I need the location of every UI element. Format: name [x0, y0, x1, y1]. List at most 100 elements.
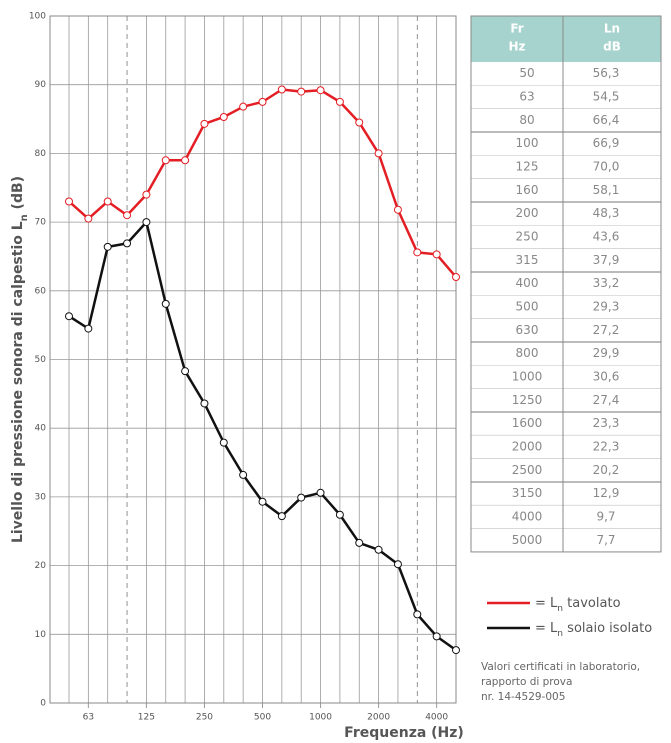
- table-header: Hz: [508, 40, 525, 54]
- point: [142, 218, 151, 227]
- point: [65, 197, 73, 206]
- table-cell: 37,9: [593, 253, 620, 267]
- x-axis-label: Frequenza (Hz): [344, 725, 464, 741]
- table-cell: 27,4: [593, 393, 620, 407]
- point: [355, 118, 364, 127]
- point: [355, 538, 364, 547]
- table-cell: 66,4: [593, 113, 620, 127]
- table-cell: 160: [516, 183, 539, 197]
- table-cell: 2500: [512, 463, 543, 477]
- table-cell: 80: [519, 113, 534, 127]
- point: [393, 205, 402, 214]
- x-tick-label: 4000: [425, 713, 448, 723]
- table-cell: 4000: [512, 509, 543, 523]
- table-cell: 50: [519, 66, 534, 80]
- note: nr. 14-4529-005: [481, 691, 565, 703]
- point: [142, 190, 151, 199]
- table-cell: 500: [516, 299, 539, 313]
- table-header: Ln: [604, 22, 620, 36]
- table-cell: 1600: [512, 416, 543, 430]
- point: [200, 399, 209, 408]
- note: rapporto di prova: [481, 676, 572, 688]
- x-tick-label: 1000: [309, 713, 332, 723]
- table-cell: 2000: [512, 439, 543, 453]
- point: [316, 488, 325, 497]
- point: [219, 438, 228, 447]
- point: [219, 112, 228, 121]
- point: [335, 510, 344, 519]
- point: [84, 214, 93, 223]
- table-cell: 3150: [512, 486, 543, 500]
- x-tick-label: 125: [138, 713, 155, 723]
- table-cell: 63: [519, 89, 534, 103]
- point: [123, 211, 132, 220]
- point: [123, 239, 132, 248]
- y-tick-label: 30: [35, 492, 47, 502]
- point: [297, 87, 306, 96]
- table-cell: 12,9: [593, 486, 620, 500]
- y-tick-label: 10: [35, 630, 47, 640]
- table-cell: 125: [516, 159, 539, 173]
- point: [84, 324, 93, 333]
- table-cell: 5000: [512, 533, 543, 547]
- point: [65, 312, 73, 321]
- table-cell: 100: [516, 136, 539, 150]
- point: [103, 197, 112, 206]
- table-header-bg: [471, 16, 661, 62]
- table-header: Fr: [510, 22, 523, 36]
- point: [297, 493, 306, 502]
- y-tick-label: 50: [35, 355, 47, 365]
- table-cell: 54,5: [593, 89, 620, 103]
- y-tick-label: 40: [35, 424, 47, 434]
- point: [258, 497, 267, 506]
- table-cell: 250: [516, 229, 539, 243]
- table-cell: 1250: [512, 393, 543, 407]
- point: [181, 367, 190, 376]
- point: [316, 86, 325, 95]
- point: [335, 97, 344, 106]
- table-cell: 43,6: [593, 229, 620, 243]
- y-tick-label: 70: [35, 218, 47, 228]
- point: [258, 97, 267, 106]
- x-tick-label: 500: [254, 713, 271, 723]
- legend-label: = Ln solaio isolato: [535, 621, 652, 639]
- point: [161, 156, 170, 165]
- point: [103, 242, 112, 251]
- table-cell: 58,1: [593, 183, 620, 197]
- point: [277, 512, 286, 521]
- table-cell: 800: [516, 346, 539, 360]
- table-cell: 315: [516, 253, 539, 267]
- table-cell: 9,7: [596, 509, 615, 523]
- x-tick-label: 250: [196, 713, 213, 723]
- point: [413, 610, 422, 619]
- point: [374, 545, 383, 554]
- table-cell: 20,2: [593, 463, 620, 477]
- note: Valori certificati in laboratorio,: [481, 661, 640, 673]
- table-cell: 70,0: [593, 159, 620, 173]
- table-cell: 400: [516, 276, 539, 290]
- y-tick-label: 80: [35, 149, 47, 159]
- table-frame: [470, 15, 662, 553]
- table-cell: 200: [516, 206, 539, 220]
- table-cell: 33,2: [593, 276, 620, 290]
- table-cell: 23,3: [593, 416, 620, 430]
- point: [239, 470, 248, 479]
- y-tick-label: 100: [29, 12, 46, 22]
- plot-frame: [49, 15, 457, 704]
- y-tick-label: 90: [35, 80, 47, 90]
- point: [452, 273, 460, 282]
- point: [374, 149, 383, 158]
- y-tick-label: 20: [35, 561, 47, 571]
- table-cell: 66,9: [593, 136, 620, 150]
- table-cell: 30,6: [593, 369, 620, 383]
- y-tick-label: 0: [40, 699, 46, 709]
- table-cell: 7,7: [596, 533, 615, 547]
- x-tick-label: 2000: [367, 713, 390, 723]
- point: [413, 248, 422, 257]
- point: [181, 156, 190, 165]
- table-cell: 1000: [512, 369, 543, 383]
- point: [239, 102, 248, 111]
- point: [432, 250, 441, 259]
- point: [161, 299, 170, 308]
